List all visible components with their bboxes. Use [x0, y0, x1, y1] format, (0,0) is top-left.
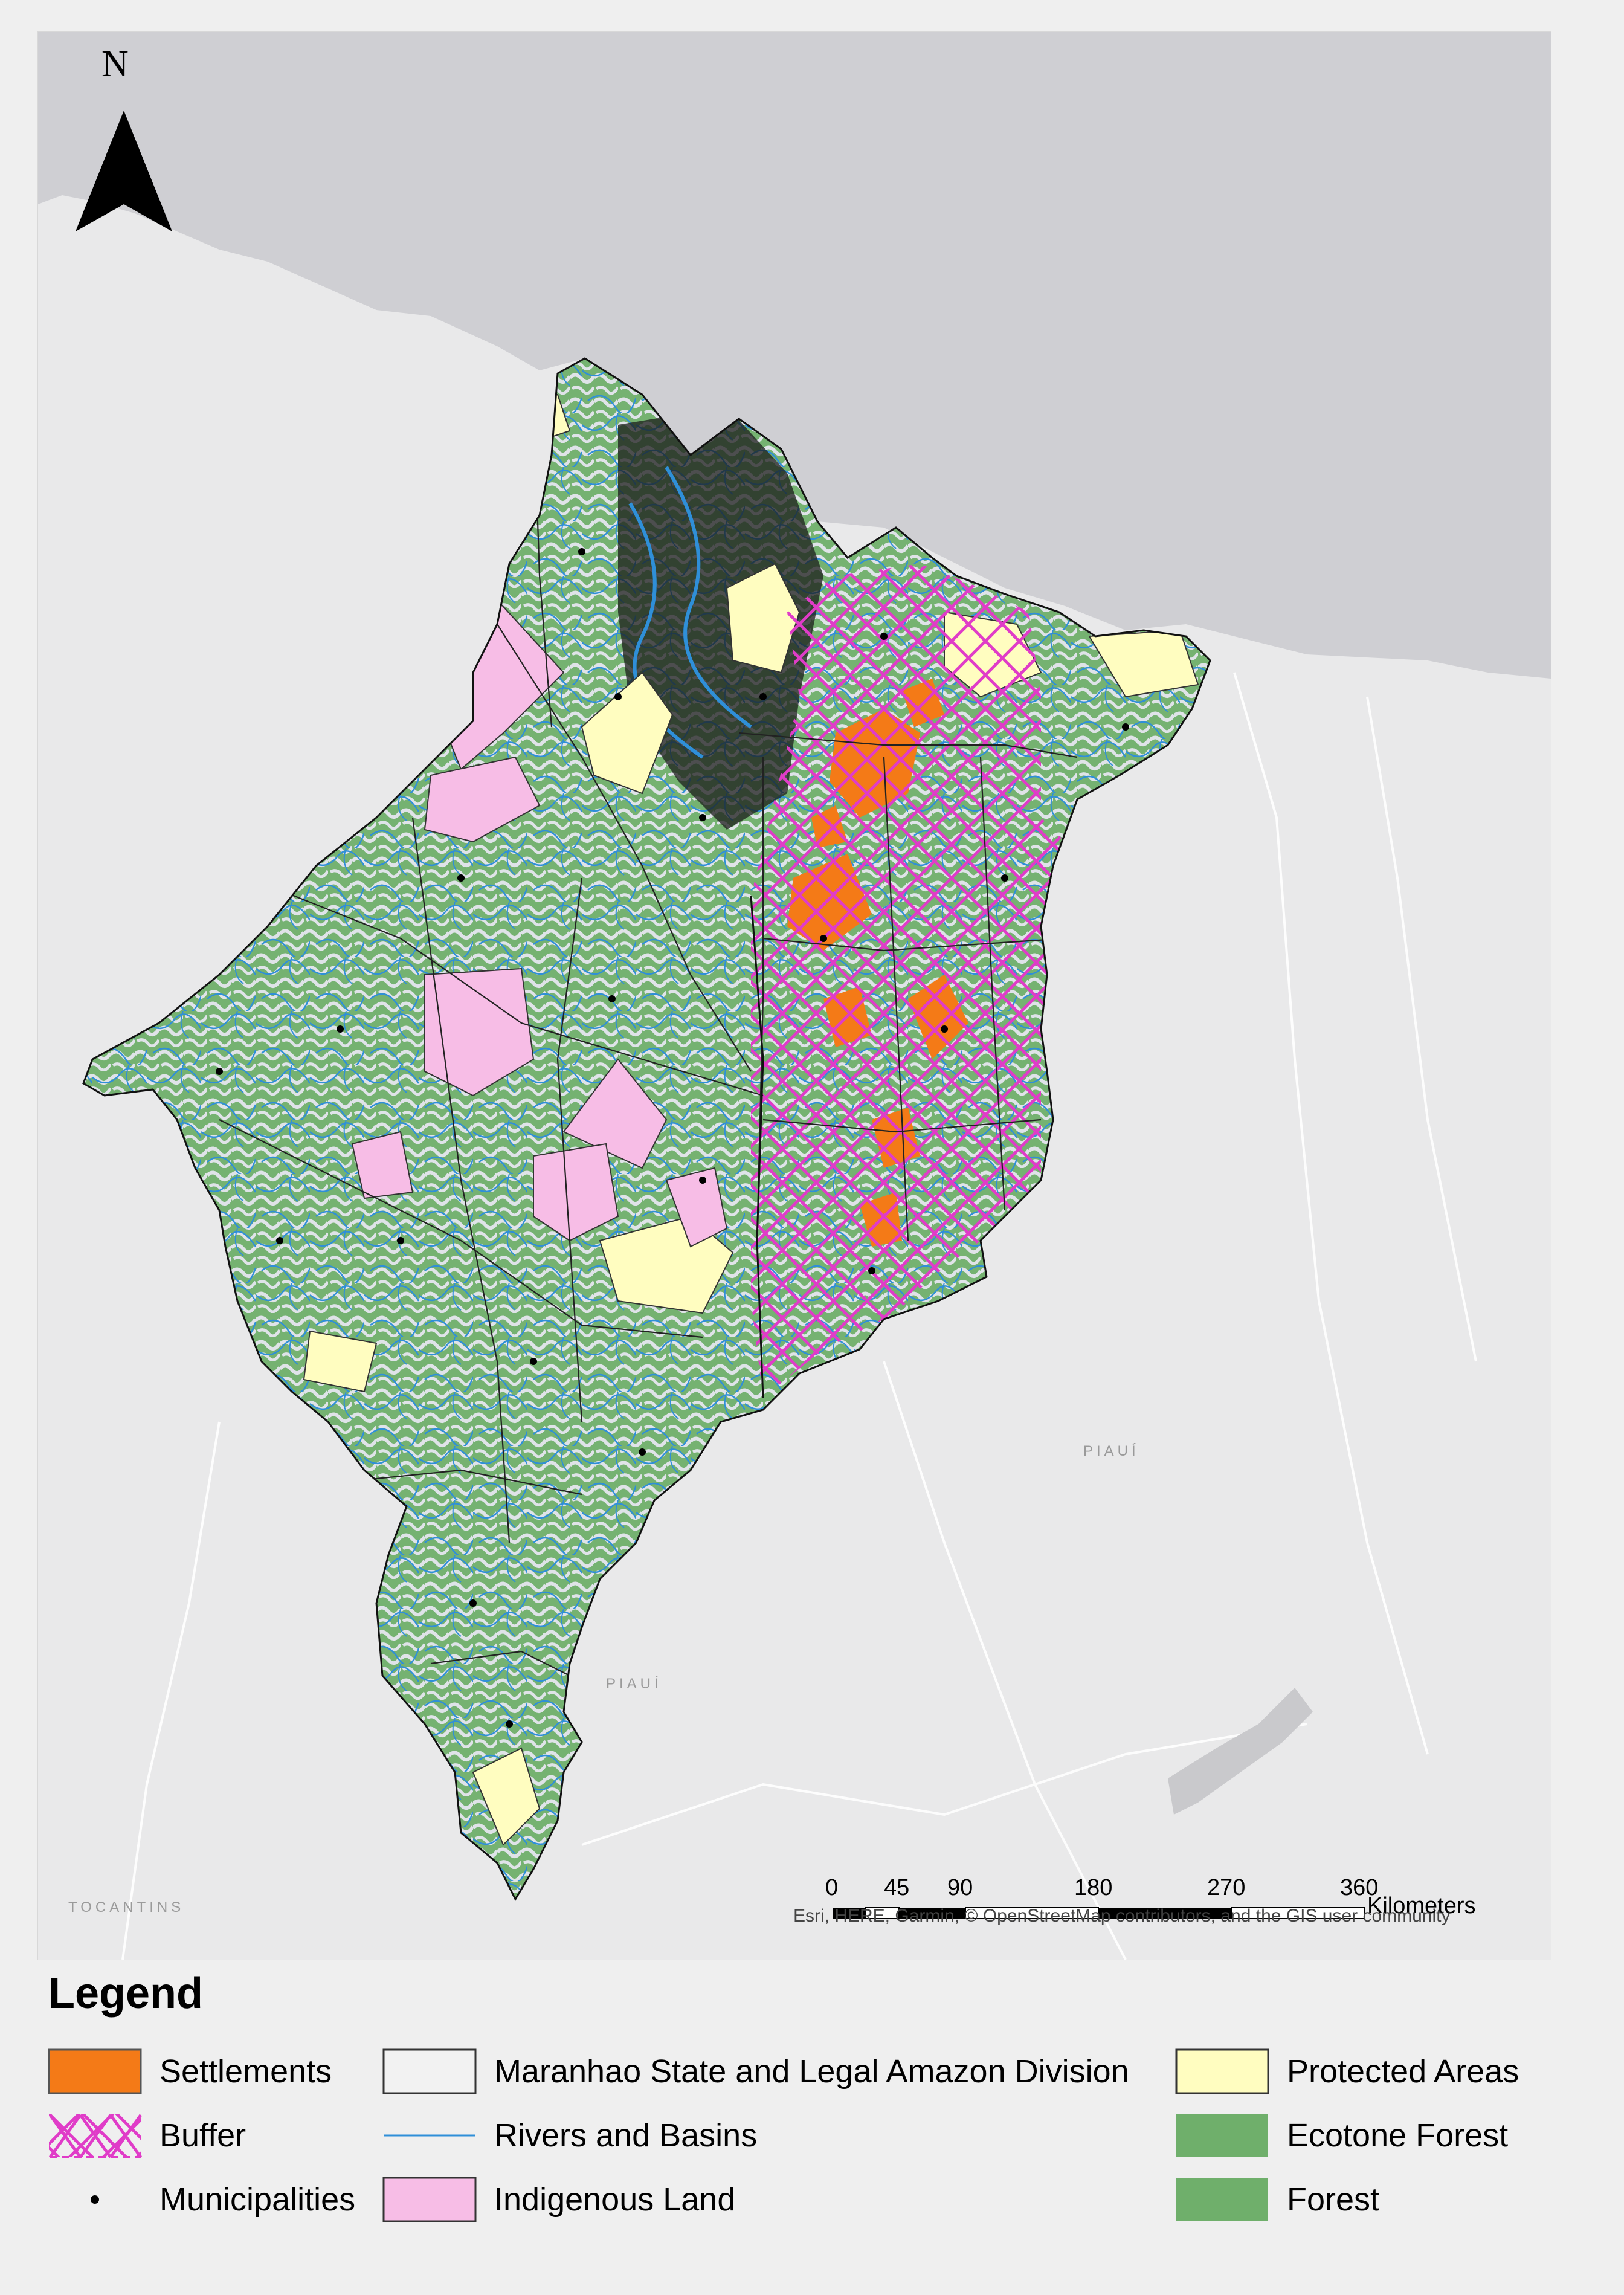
legend-label-rivers: Rivers and Basins [494, 2117, 758, 2154]
region-label-piaui-east: PIAUÍ [1083, 1443, 1139, 1459]
legend-item-municipalities: Municipalities [47, 2175, 355, 2224]
river-line-swatch [382, 2112, 477, 2159]
municipality-point-swatch [47, 2176, 143, 2223]
legend-item-rivers: Rivers and Basins [382, 2111, 757, 2160]
buffer-swatch [47, 2112, 143, 2159]
legend-label-state-division: Maranhao State and Legal Amazon Division [494, 2053, 1129, 2090]
legend-item-state-division: Maranhao State and Legal Amazon Division [382, 2047, 1129, 2096]
legend-item-protected: Protected Areas [1174, 2047, 1519, 2096]
legend-item-indigenous: Indigenous Land [382, 2175, 735, 2224]
indigenous-swatch [382, 2176, 477, 2223]
scale-tick-45: 45 [884, 1875, 910, 1900]
map-frame[interactable]: N PIAUÍ PIAUÍ TOCANTINS 0 45 90 180 270 … [37, 31, 1552, 1960]
legend-title: Legend [48, 1969, 204, 2018]
region-label-piaui-south: PIAUÍ [606, 1676, 662, 1692]
north-arrow-icon [76, 111, 172, 231]
ocean-area [38, 32, 1551, 679]
legend-item-settlements: Settlements [47, 2047, 332, 2096]
legend-item-buffer: Buffer [47, 2111, 246, 2160]
reservoir-shape [1168, 1688, 1313, 1815]
basemap-roads [121, 672, 1477, 1960]
legend-label-ecotone: Ecotone Forest [1287, 2117, 1509, 2154]
legal-amazon-division [750, 896, 764, 1398]
map-canvas[interactable] [38, 32, 1551, 1960]
ecotone-swatch [1174, 2112, 1270, 2159]
legend-item-forest: Forest [1174, 2175, 1379, 2224]
legend-label-settlements: Settlements [160, 2053, 332, 2090]
legend-label-protected: Protected Areas [1287, 2053, 1519, 2090]
state-outline [82, 357, 1211, 1902]
legend-item-ecotone: Ecotone Forest [1174, 2111, 1508, 2160]
scale-tick-0: 0 [825, 1875, 839, 1900]
scale-tick-90: 90 [947, 1875, 973, 1900]
forest-swatch [1174, 2176, 1270, 2223]
buffer-zone [751, 564, 1077, 1398]
scale-unit: Kilometers [1367, 1893, 1476, 1919]
legend-label-municipalities: Municipalities [160, 2181, 356, 2218]
region-label-tocantins: TOCANTINS [68, 1899, 185, 1916]
state-outline-swatch [382, 2048, 477, 2095]
scale-bar [833, 1907, 1365, 1919]
map-attribution: Esri, HERE, Garmin, © OpenStreetMap cont… [793, 1906, 1451, 1926]
scale-tick-270: 270 [1207, 1875, 1246, 1900]
scale-tick-180: 180 [1074, 1875, 1113, 1900]
municipal-boundaries [219, 394, 1078, 1676]
legend-label-buffer: Buffer [160, 2117, 246, 2154]
north-label: N [102, 44, 129, 85]
protected-swatch [1174, 2048, 1270, 2095]
scale-tick-360: 360 [1340, 1875, 1379, 1900]
settlements-swatch [47, 2048, 143, 2095]
legend-label-indigenous: Indigenous Land [494, 2181, 736, 2218]
legend-label-forest: Forest [1287, 2181, 1380, 2218]
